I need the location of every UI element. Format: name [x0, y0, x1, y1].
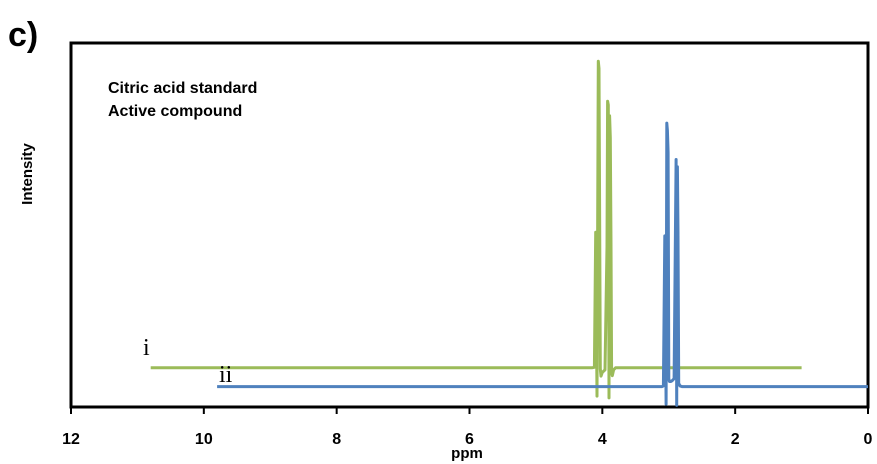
- legend-text-1: Active compound: [108, 103, 242, 120]
- x-axis-label: ppm: [451, 445, 483, 462]
- x-tick-label: 10: [195, 431, 213, 448]
- plot-frame: [69, 41, 870, 409]
- panel-label: c): [8, 16, 38, 54]
- series-line-ii: [217, 121, 868, 407]
- series-line-i: [150, 59, 802, 400]
- x-tick-label: 12: [62, 431, 80, 448]
- x-axis-ticks: 12 10 8 6 4 2 0: [62, 407, 873, 448]
- x-tick-label: 2: [731, 431, 740, 448]
- trace-label-ii: ii: [219, 362, 233, 388]
- x-tick-label: 0: [864, 431, 873, 448]
- legend-text-0: Citric acid standard: [108, 80, 257, 97]
- trace-label-i: i: [143, 335, 150, 361]
- x-tick-label: 6: [465, 431, 474, 448]
- series-layer: [150, 59, 868, 407]
- y-axis-label: Intensity: [19, 143, 36, 205]
- x-tick-label: 8: [332, 431, 341, 448]
- x-tick-label: 4: [598, 431, 607, 448]
